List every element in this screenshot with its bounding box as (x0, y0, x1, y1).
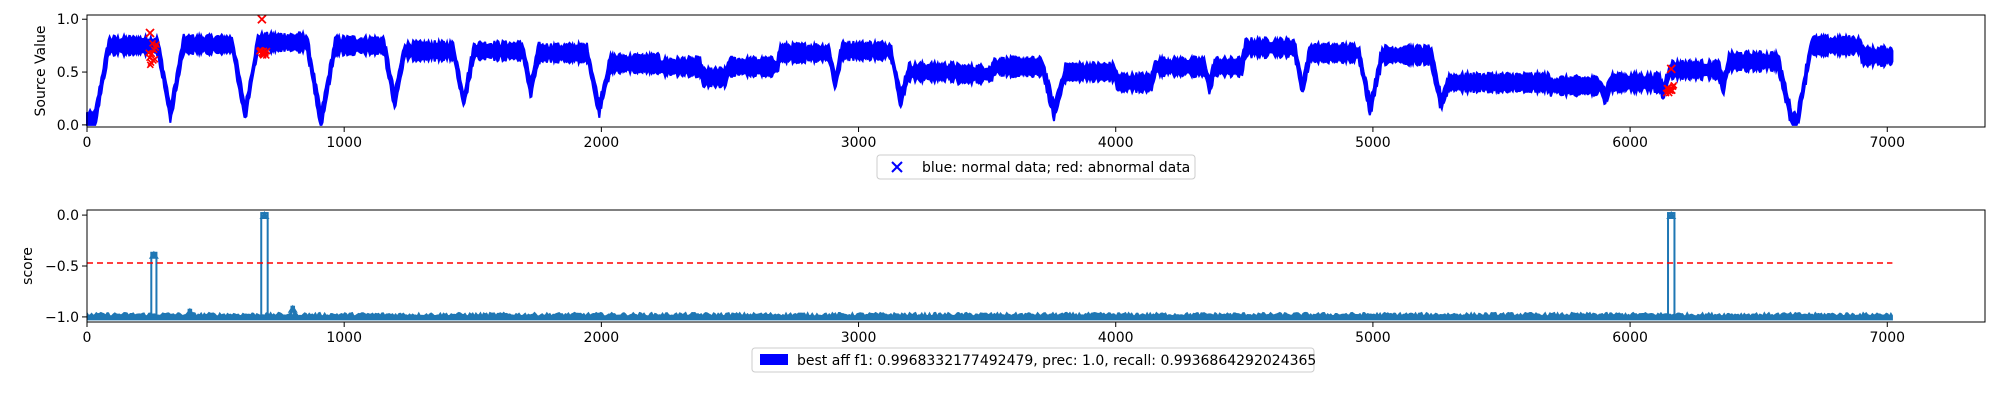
top-plot-area (86, 14, 1894, 126)
x-tick-label: 2000 (584, 135, 620, 151)
x-tick-label: 3000 (841, 135, 877, 151)
x-tick-label: 5000 (1355, 135, 1391, 151)
score-spike (148, 250, 159, 318)
spike-marker (1666, 211, 1677, 220)
x-tick-label: 7000 (1869, 330, 1905, 346)
bottom-y-ticks: 0.0 −0.5 −1.0 (45, 208, 87, 326)
score-spike (259, 211, 270, 318)
spike-marker (287, 304, 298, 313)
score-spike (1666, 211, 1677, 318)
x-tick-label: 1000 (326, 135, 362, 151)
x-tick-label: 0 (83, 135, 92, 151)
x-tick-label: 7000 (1869, 135, 1905, 151)
x-tick-label: 4000 (1098, 330, 1134, 346)
x-tick-label: 6000 (1612, 135, 1648, 151)
top-x-ticks: 0 1000 2000 3000 4000 5000 6000 7000 (83, 127, 1905, 151)
legend-patch-icon (760, 354, 788, 365)
bottom-plot-area (86, 211, 1893, 321)
top-legend-box (876, 154, 1196, 180)
y-tick-label: 0.0 (57, 118, 79, 134)
abnormal-data-segment (255, 14, 271, 59)
score-spike (287, 304, 298, 318)
bottom-plot-frame (86, 209, 1986, 323)
normal-data-marker-icon (891, 161, 903, 173)
top-y-ticks: 0.0 0.5 1.0 (57, 12, 87, 134)
x-tick-label: 6000 (1612, 330, 1648, 346)
score-baseline-band (86, 310, 1893, 321)
x-tick-label: 4000 (1098, 135, 1134, 151)
bottom-legend: best aff f1: 0.9968332177492479, prec: 1… (751, 347, 1316, 373)
y-tick-label: 1.0 (57, 12, 79, 28)
x-tick-label: 2000 (584, 330, 620, 346)
abnormal-data-segment (1662, 64, 1678, 97)
bottom-legend-text: best aff f1: 0.9968332177492479, prec: 1… (797, 353, 1316, 369)
score-chart: 0 1000 2000 3000 4000 5000 6000 7000 0.0 −0.5 −1.… (20, 208, 1986, 373)
normal-data-band (86, 28, 1894, 126)
y-tick-label: 0.5 (57, 65, 79, 81)
y-tick-label: −1.0 (45, 310, 79, 326)
bottom-y-axis-label: score (20, 247, 36, 285)
x-tick-label: 5000 (1355, 330, 1391, 346)
x-tick-label: 1000 (326, 330, 362, 346)
abnormal-data-segment (145, 28, 161, 69)
spike-marker (148, 250, 159, 259)
score-spike (184, 307, 195, 318)
top-legend-text: blue: normal data; red: abnormal data (922, 160, 1190, 176)
top-plot-frame (86, 14, 1986, 128)
source-value-chart: 0 1000 2000 3000 4000 5000 6000 7000 0.00.51.0 … (33, 12, 1986, 180)
x-tick-label: 0 (83, 330, 92, 346)
y-tick-label: −0.5 (45, 259, 79, 275)
bottom-x-ticks: 0 1000 2000 3000 4000 5000 6000 7000 (83, 322, 1905, 346)
spike-marker (259, 211, 270, 220)
bottom-legend-box (751, 347, 1315, 373)
top-legend: blue: normal data; red: abnormal data (876, 154, 1196, 180)
top-y-axis-label: Source Value (33, 26, 49, 117)
y-tick-label: 0.0 (57, 208, 79, 224)
x-tick-label: 3000 (841, 330, 877, 346)
spike-marker (184, 307, 195, 316)
